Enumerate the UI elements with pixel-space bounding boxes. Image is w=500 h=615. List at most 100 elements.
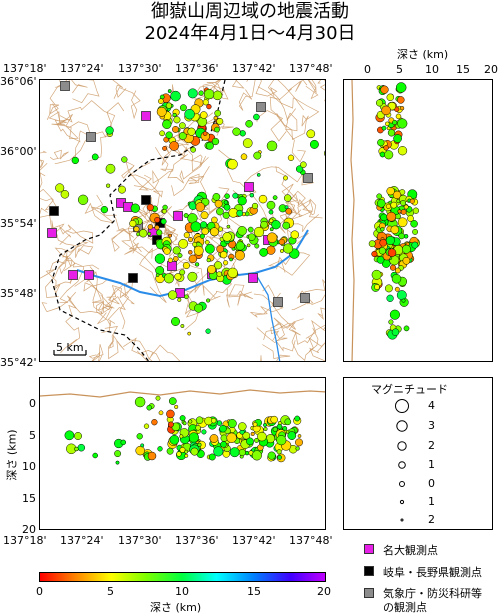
hypocenter (258, 194, 268, 204)
contour-line (96, 300, 113, 334)
contour-line (46, 80, 70, 120)
contour-line (68, 287, 111, 314)
hypocenter (268, 209, 274, 215)
hypocenter (378, 247, 387, 255)
magnitude-symbol (395, 399, 409, 413)
hypocenter (397, 96, 405, 104)
contour-line (111, 217, 151, 252)
hypocenter (392, 190, 402, 200)
hypocenter (374, 284, 380, 290)
colorbar-tick: 20 (317, 585, 331, 598)
hypocenter (169, 434, 180, 445)
hypocenter (187, 237, 194, 243)
hypocenter (143, 423, 150, 429)
hypocenter (74, 446, 79, 452)
contour-line (40, 163, 58, 211)
hypocenter (209, 227, 219, 237)
hypocenter (226, 224, 231, 229)
hypocenter (179, 434, 184, 439)
hypocenter (205, 141, 214, 150)
hypocenter (211, 216, 218, 224)
hypocenter (188, 432, 199, 443)
magnitude-legend-title: マグニチュード (371, 383, 448, 396)
depth-tick: 5 (396, 63, 403, 76)
hypocenter (398, 232, 405, 240)
hypocenter (282, 221, 291, 230)
station-marker (300, 293, 310, 303)
hypocenter (242, 138, 253, 148)
hypocenter (223, 200, 228, 205)
hypocenter (184, 449, 189, 454)
station-marker (84, 270, 94, 280)
hypocenter (256, 173, 261, 177)
contour-line (165, 228, 227, 294)
hypocenter (77, 443, 86, 452)
hypocenter (171, 317, 180, 326)
hypocenter (282, 426, 288, 431)
hypocenter (267, 451, 276, 460)
station-symbol-prefecture (364, 566, 374, 576)
hypocenter (140, 443, 145, 448)
hypocenter (401, 298, 406, 303)
lon-label: 137°42' (232, 534, 276, 547)
hypocenter (403, 204, 409, 210)
hypocenter (395, 82, 407, 93)
hypocenter (252, 422, 258, 427)
hypocenter (412, 228, 419, 235)
hypocenter (204, 239, 210, 245)
hypocenter (388, 319, 394, 325)
hypocenter (187, 271, 198, 282)
hypocenter (270, 415, 278, 424)
hypocenter (173, 256, 179, 262)
contour-line (155, 263, 185, 287)
hypocenter (201, 227, 209, 235)
hypocenter (381, 125, 387, 131)
hypocenter (253, 226, 265, 238)
hypocenter (266, 245, 276, 255)
hypocenter (237, 226, 247, 236)
hypocenter (295, 165, 304, 173)
magnitude-value: 2 (428, 513, 435, 526)
contour-line (88, 344, 104, 361)
hypocenter (207, 265, 217, 274)
magnitude-symbols (395, 399, 409, 522)
magnitude-value: 1 (428, 495, 435, 508)
hypocenter (287, 154, 295, 161)
hypocenter (226, 432, 237, 443)
map-canvas (40, 80, 325, 361)
hypocenter (253, 151, 262, 160)
magnitude-legend: マグニチュード 4 3 2 1 0 1 2 (343, 377, 493, 530)
hypocenter (266, 200, 276, 210)
hypocenter (166, 409, 175, 419)
hypocenter (400, 209, 407, 215)
hypocenter (168, 397, 177, 405)
hypocenter (376, 193, 383, 200)
contour-line (226, 284, 254, 308)
hypocenter (105, 183, 111, 188)
hypocenter (91, 153, 99, 161)
hypocenter (380, 213, 388, 222)
hypocenter (237, 196, 247, 206)
hypocenter (269, 227, 274, 232)
hypocenter (238, 422, 247, 431)
lat-label: 35°54' (0, 217, 37, 230)
contour-line (267, 80, 304, 142)
station-marker (86, 132, 96, 142)
hypocenter (392, 119, 398, 126)
hypocenter (151, 419, 158, 426)
hypocenter (155, 266, 165, 275)
hypocenter (211, 137, 220, 146)
hypocenter (394, 267, 401, 274)
hypocenter (397, 118, 408, 129)
hypocenter (234, 250, 245, 261)
hypocenter (390, 225, 400, 235)
hypocenter (403, 234, 409, 239)
hypocenter (158, 410, 164, 416)
magnitude-value: 4 (428, 399, 435, 412)
lat-label: 35°48' (0, 287, 37, 300)
contour-line (51, 103, 92, 143)
hypocenter (199, 233, 205, 239)
hypocenter (214, 126, 220, 133)
lon-label: 137°48' (289, 534, 333, 547)
hypocenter (206, 257, 211, 263)
